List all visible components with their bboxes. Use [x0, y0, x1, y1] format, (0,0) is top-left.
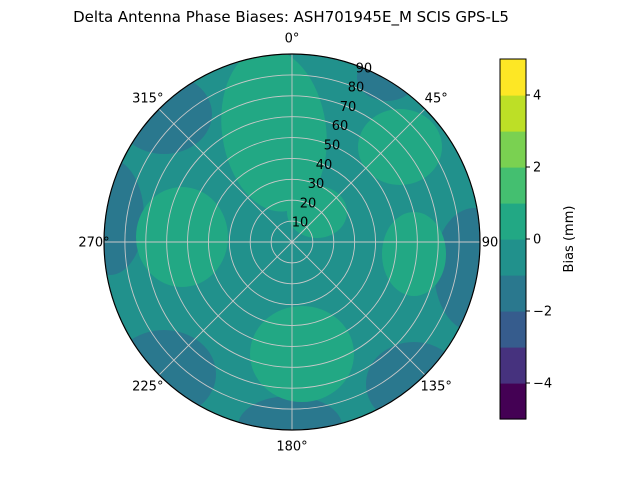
radial-tick-label: 70	[340, 100, 357, 115]
colorbar-segment	[500, 167, 526, 204]
angular-tick-label: 0°	[285, 32, 300, 47]
angular-tick-label: 225°	[132, 380, 163, 395]
colorbar-segment	[500, 347, 526, 384]
angular-tick-label: 90	[482, 236, 499, 251]
colorbar-tick-label: 0	[533, 233, 541, 248]
colorbar-tick-label: 2	[533, 161, 541, 176]
radial-tick-label: 40	[316, 158, 333, 173]
angular-tick-label: 270°	[78, 236, 109, 251]
radial-tick-label: 90	[356, 61, 373, 76]
contour-region-green	[287, 186, 347, 238]
radial-tick-label: 20	[300, 196, 317, 211]
angular-tick-label: 315°	[132, 91, 163, 106]
theta-grid-line	[291, 108, 426, 243]
radial-tick-label: 80	[348, 81, 365, 96]
contour-region-green	[358, 109, 442, 185]
colorbar-segment	[500, 311, 526, 348]
angular-tick-label: 135°	[421, 380, 452, 395]
contour-region-dark	[238, 396, 342, 430]
colorbar-segment	[500, 59, 526, 96]
angular-tick-label: 180°	[276, 440, 307, 455]
radial-tick-labels: 10 20 30 40 50 60 70 80 90	[292, 61, 372, 230]
angular-tick-labels: 0° 45° 90 135° 180° 225° 270° 315°	[78, 32, 498, 455]
angular-tick-label: 45°	[425, 91, 448, 106]
theta-grid-line	[291, 241, 426, 376]
radial-tick-label: 60	[332, 119, 349, 134]
contour-region-green	[250, 306, 354, 402]
chart-title: Delta Antenna Phase Biases: ASH701945E_M…	[73, 8, 509, 27]
contour-region-dark	[104, 159, 144, 275]
colorbar-segment	[500, 239, 526, 276]
polar-grid	[103, 53, 481, 431]
contour-region-dark	[434, 208, 480, 332]
theta-grid-line	[158, 108, 293, 243]
colorbar-segment	[500, 275, 526, 312]
contour-region-green	[382, 212, 446, 296]
contour-region-dark	[112, 330, 216, 418]
colorbar-segment	[500, 95, 526, 132]
colorbar-segment	[500, 203, 526, 240]
colorbar-tick-label: −2	[533, 305, 552, 320]
radial-tick-label: 50	[324, 139, 341, 154]
colorbar-tick-label: 4	[533, 89, 541, 104]
colorbar-tick-label: −4	[533, 377, 552, 392]
radial-tick-label: 30	[308, 177, 325, 192]
colorbar-segment	[500, 131, 526, 168]
plot-boundary	[103, 53, 481, 431]
radial-tick-label: 10	[292, 216, 309, 231]
colorbar: 4 2 0 −2 −4 Bias (mm)	[499, 58, 577, 420]
colorbar-axis-label: Bias (mm)	[562, 206, 577, 273]
colorbar-segment	[500, 383, 526, 420]
contour-region-green	[136, 187, 228, 287]
theta-grid-line	[158, 241, 293, 376]
